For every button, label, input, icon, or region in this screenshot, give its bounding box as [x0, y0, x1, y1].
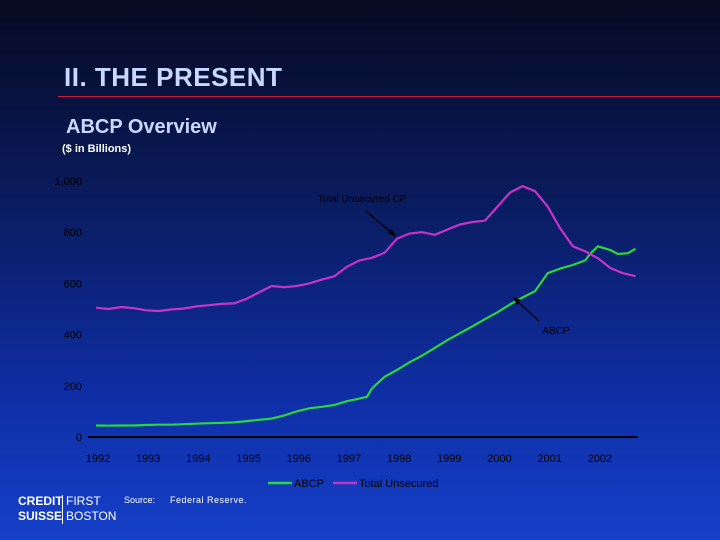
annotation-arrow-total-unsecured: [365, 210, 394, 235]
x-tick-label: 1995: [236, 453, 260, 465]
source-label: Source:: [124, 495, 156, 505]
logo-right-text: FIRST BOSTON: [66, 494, 116, 524]
section-title: ABCP Overview: [66, 116, 217, 138]
logo-divider: [62, 495, 63, 524]
x-tick-label: 1993: [136, 453, 160, 465]
logo-line-credit: CREDIT: [18, 494, 63, 508]
legend-label-total-unsecured: Total Unsecured: [359, 478, 439, 490]
x-tick-label: 2000: [487, 453, 511, 465]
x-tick-label: 1997: [337, 453, 361, 465]
y-tick-label: 400: [64, 330, 82, 342]
title-divider: [58, 96, 720, 97]
credit-suisse-first-boston-logo: CREDIT SUISSE FIRST BOSTON: [18, 494, 128, 528]
y-tick-label: 600: [64, 278, 82, 290]
legend-label-abcp: ABCP: [294, 478, 324, 490]
logo-left-text: CREDIT SUISSE: [18, 494, 63, 524]
series-line-total-unsecured: [95, 185, 636, 313]
x-tick-label: 1998: [387, 453, 411, 465]
x-tick-label: 1994: [186, 453, 210, 465]
annotation-total-unsecured: Total Unsecured CP: [318, 194, 407, 205]
y-tick-label: 0: [76, 432, 82, 444]
slide-title: II. THE PRESENT: [64, 62, 283, 92]
y-tick-label: 800: [64, 227, 82, 239]
x-tick-label: 1999: [437, 453, 461, 465]
annotation-arrow-abcp: [515, 299, 540, 322]
logo-line-suisse: SUISSE: [18, 509, 63, 523]
x-tick-label: 1992: [86, 453, 110, 465]
y-tick-label: 1,000: [54, 176, 82, 188]
annotation-arrowhead-abcp: [513, 297, 521, 305]
x-tick-label: 2002: [588, 453, 612, 465]
logo-line-first: FIRST: [66, 494, 101, 508]
units-note: ($ in Billions): [62, 143, 132, 155]
y-tick-label: 200: [64, 381, 82, 393]
x-tick-label: 2001: [537, 453, 561, 465]
annotation-abcp: ABCP: [542, 326, 570, 337]
source-value: Federal Reserve.: [170, 495, 248, 505]
x-tick-label: 1996: [286, 453, 310, 465]
series-line-abcp: [95, 245, 637, 427]
logo-line-boston: BOSTON: [66, 509, 117, 523]
annotation-arrowhead-total-unsecured: [388, 229, 396, 237]
